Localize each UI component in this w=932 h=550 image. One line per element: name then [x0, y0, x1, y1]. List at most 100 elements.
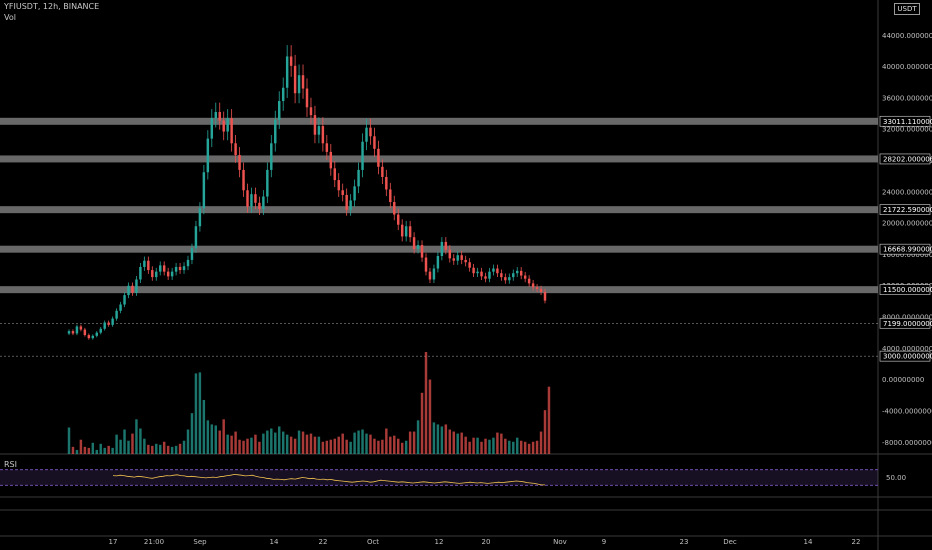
- candle-body: [365, 127, 368, 142]
- volume-bar: [67, 427, 71, 454]
- candle-body: [488, 271, 491, 279]
- candle-body: [393, 202, 396, 215]
- candle-body: [103, 322, 106, 329]
- candle-body: [99, 328, 102, 333]
- candle-body: [190, 248, 194, 260]
- x-tick-label: 21:00: [144, 538, 164, 546]
- volume-bar: [250, 437, 253, 454]
- x-tick-label: Nov: [553, 538, 567, 546]
- volume-bar: [262, 433, 265, 454]
- candle-body: [254, 194, 257, 203]
- candle-body: [321, 126, 325, 144]
- volume-bar: [456, 433, 459, 454]
- candle-body: [377, 148, 380, 167]
- candle-body: [436, 256, 440, 269]
- candle-body: [404, 226, 408, 237]
- volume-bar: [397, 438, 400, 454]
- rsi-legend[interactable]: RSI: [4, 460, 17, 469]
- x-tick-label: 22: [319, 538, 328, 546]
- volume-bar: [496, 432, 499, 454]
- x-tick-label: 14: [270, 538, 279, 546]
- volume-bar: [274, 432, 277, 454]
- candle-body: [539, 288, 543, 292]
- y-tick-label: 44000.00000000: [882, 32, 932, 40]
- candle-body: [218, 112, 221, 121]
- volume-bar: [547, 386, 551, 454]
- candle-body: [143, 260, 146, 267]
- volume-bar: [95, 449, 98, 454]
- candle-body: [484, 276, 487, 279]
- candle-body: [504, 277, 507, 281]
- volume-bar: [400, 442, 404, 454]
- volume-bar: [258, 441, 261, 454]
- candle-body: [127, 285, 130, 296]
- volume-bar: [377, 440, 380, 454]
- volume-bar: [444, 424, 448, 454]
- candle-body: [369, 127, 372, 137]
- x-tick-label: 14: [804, 538, 813, 546]
- level-label: 28202.00000000: [883, 155, 932, 163]
- volume-bar: [337, 436, 340, 454]
- candle-body: [456, 255, 459, 261]
- candle-body: [186, 259, 190, 267]
- y-tick-label: 32000.00000000: [882, 126, 932, 134]
- candle-body: [270, 143, 273, 170]
- volume-bar: [91, 442, 95, 454]
- volume-bar: [535, 440, 539, 454]
- rsi-tick-label: 50.00: [886, 474, 906, 482]
- x-tick-label: 23: [680, 538, 689, 546]
- volume-bar: [190, 413, 194, 454]
- candle-body: [400, 224, 404, 237]
- volume-bar: [119, 439, 122, 454]
- volume-bar: [531, 441, 535, 454]
- volume-legend[interactable]: Vol: [4, 13, 16, 22]
- volume-bar: [222, 419, 225, 454]
- volume-bar: [464, 436, 467, 454]
- x-tick-label: 22: [852, 538, 861, 546]
- volume-bar: [139, 428, 142, 454]
- candle-body: [238, 155, 241, 170]
- candle-body: [95, 332, 98, 336]
- y-tick-label: -8000.00000000: [882, 439, 932, 447]
- volume-bar: [210, 424, 214, 454]
- candle-body: [75, 326, 79, 334]
- candle-body: [71, 331, 75, 334]
- y-tick-label: 16000.00000000: [882, 251, 932, 259]
- candle-body: [476, 271, 479, 274]
- candle-body: [353, 186, 356, 201]
- volume-bar: [333, 438, 336, 454]
- candle-body: [345, 194, 348, 210]
- candle-body: [246, 190, 249, 207]
- candle-body: [512, 273, 515, 278]
- candle-body: [79, 326, 83, 330]
- candle-body: [389, 189, 392, 202]
- volume-bar: [385, 428, 388, 454]
- volume-bar: [127, 440, 130, 454]
- volume-bar: [488, 439, 491, 454]
- volume-bar: [186, 429, 190, 454]
- candle-body: [202, 172, 206, 209]
- level-label-box: [879, 284, 931, 296]
- candle-body: [385, 176, 388, 190]
- volume-bar: [516, 437, 519, 454]
- y-tick-label: 0.00000000: [882, 376, 924, 384]
- volume-bar: [448, 429, 452, 454]
- candle-body: [432, 268, 436, 280]
- currency-badge[interactable]: USDT: [894, 3, 920, 15]
- volume-bar: [325, 440, 329, 454]
- volume-bar: [159, 444, 162, 454]
- candle-body: [523, 275, 527, 279]
- candle-body: [119, 304, 122, 311]
- candle-body: [293, 65, 297, 94]
- volume-bar: [389, 436, 392, 454]
- volume-bar: [452, 431, 455, 454]
- volume-bar: [523, 441, 527, 454]
- volume-bar: [484, 438, 487, 454]
- volume-bar: [393, 435, 396, 454]
- candle-body: [135, 279, 138, 293]
- candle-body: [242, 169, 245, 191]
- y-tick-label: 4000.00000000: [882, 345, 932, 353]
- symbol-legend[interactable]: YFIUSDT, 12h, BINANCE: [4, 2, 100, 11]
- volume-bar: [214, 425, 217, 454]
